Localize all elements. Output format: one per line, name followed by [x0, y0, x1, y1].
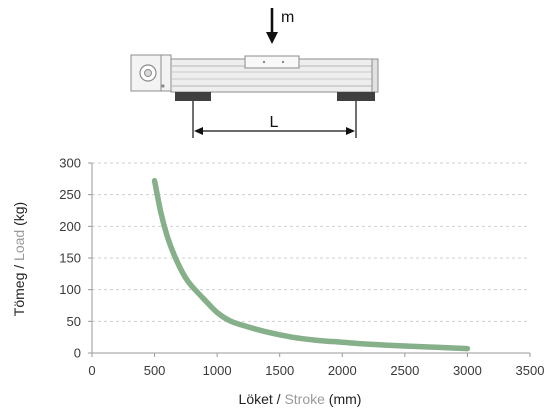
load-arrow-head [266, 32, 278, 44]
x-tick-label-5: 2500 [390, 363, 419, 378]
x-tick-label-6: 3000 [453, 363, 482, 378]
series-line-0 [151, 177, 471, 352]
y-tick-label-3: 150 [59, 251, 81, 266]
y-tick-labels: 0 50 100 150 200 250 300 [59, 156, 81, 361]
x-axis-title: Löket / Stroke (mm) [239, 391, 362, 407]
y-axis-title-secondary: Load [11, 230, 27, 261]
end-block-screw [161, 84, 165, 88]
y-axis-title-sep: / [11, 261, 27, 273]
x-tick-label-2: 1000 [203, 363, 232, 378]
x-axis-title-primary: Löket [239, 391, 273, 407]
x-tick-label-1: 500 [144, 363, 166, 378]
x-tick-label-0: 0 [88, 363, 95, 378]
y-tick-label-6: 300 [59, 156, 81, 171]
y-tick-label-1: 50 [67, 314, 81, 329]
span-arrow-right [346, 127, 355, 135]
x-tick-label-7: 3500 [516, 363, 545, 378]
x-axis-title-unit: (mm) [325, 391, 362, 407]
y-axis-title-primary: Tömeg [11, 273, 27, 317]
span-label: L [270, 114, 279, 131]
actuator-diagram: m L [130, 8, 379, 138]
y-axis-title-unit: (kg) [11, 202, 27, 230]
carriage-screw-left [262, 60, 266, 64]
x-tick-label-4: 2000 [328, 363, 357, 378]
x-axis-title-secondary: Stroke [284, 391, 325, 407]
x-tick-labels: 0 500 1000 1500 2000 2500 3000 3500 [88, 363, 544, 378]
load-vs-stroke-chart: 0 500 1000 1500 2000 2500 3000 3500 0 50 100 150 20… [11, 156, 544, 408]
x-tick-label-3: 1500 [265, 363, 294, 378]
span-arrow-left [194, 127, 203, 135]
carriage-screw-right [281, 60, 285, 64]
y-tick-label-0: 0 [74, 346, 81, 361]
mass-label: m [281, 9, 294, 26]
actuator-carriage [244, 55, 300, 69]
y-tick-label-5: 250 [59, 187, 81, 202]
y-tick-label-2: 100 [59, 282, 81, 297]
series-layer [151, 177, 471, 352]
actuator-right-cap [371, 58, 379, 93]
bearing-hub [144, 69, 152, 77]
y-tick-label-4: 200 [59, 219, 81, 234]
y-axis-title: Tömeg / Load (kg) [11, 202, 27, 316]
x-axis-title-sep: / [273, 391, 285, 407]
support-left [175, 92, 211, 101]
axes [88, 162, 531, 357]
support-right [337, 92, 375, 101]
